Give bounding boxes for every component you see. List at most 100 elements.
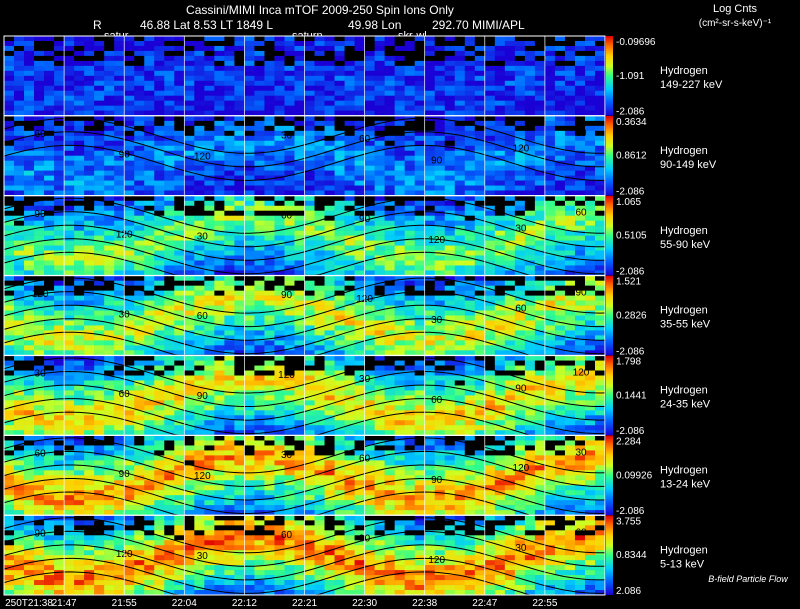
heatmap-cell [434, 430, 446, 436]
heatmap-cell [464, 215, 476, 221]
heatmap-cell [154, 170, 165, 176]
heatmap-cell [364, 390, 375, 396]
heatmap-cell [554, 430, 566, 436]
heatmap-cell [314, 225, 325, 231]
heatmap-cell [594, 195, 606, 202]
heatmap-cell [34, 155, 45, 161]
heatmap-cell [454, 205, 466, 212]
heatmap-cell [504, 260, 516, 266]
heatmap-cell [444, 175, 456, 181]
heatmap-cell [364, 90, 375, 96]
heatmap-cell [364, 115, 375, 122]
heatmap-cell [354, 425, 365, 431]
heatmap-cell [194, 305, 205, 311]
heatmap-cell [554, 70, 566, 77]
heatmap-cell [234, 75, 245, 82]
heatmap-cell [424, 280, 436, 286]
heatmap-cell [274, 55, 285, 62]
heatmap-cell [24, 190, 35, 196]
heatmap-cell [114, 285, 125, 291]
heatmap-cell [524, 305, 536, 311]
heatmap-cell [84, 395, 95, 401]
heatmap-cell [484, 70, 496, 77]
heatmap-cell [464, 325, 476, 331]
heatmap-cell [244, 175, 255, 181]
heatmap-cell [104, 425, 115, 431]
heatmap-cell [434, 170, 446, 176]
heatmap-cell [544, 250, 556, 256]
heatmap-cell [494, 395, 506, 401]
heatmap-cell [574, 45, 586, 52]
heatmap-cell [454, 215, 466, 221]
heatmap-cell [544, 270, 556, 276]
heatmap-cell [144, 235, 155, 241]
heatmap-cell [324, 90, 335, 96]
heatmap-cell [24, 410, 35, 416]
heatmap-cell [394, 140, 405, 147]
heatmap-cell [564, 325, 576, 331]
heatmap-cell [504, 215, 516, 221]
heatmap-cell [394, 265, 405, 271]
heatmap-cell [444, 245, 456, 251]
heatmap-cell [544, 160, 556, 166]
heatmap-cell [204, 165, 215, 171]
heatmap-cell [384, 295, 395, 301]
heatmap-cell [374, 95, 385, 101]
heatmap-cell [84, 245, 95, 251]
heatmap-cell [304, 330, 315, 336]
heatmap-cell [454, 295, 466, 301]
heatmap-cell [134, 40, 145, 47]
heatmap-cell [44, 80, 55, 87]
heatmap-cell [144, 400, 155, 406]
heatmap-cell [594, 225, 606, 231]
heatmap-cell [184, 185, 195, 191]
heatmap-cell [314, 50, 325, 57]
heatmap-cell [304, 170, 315, 176]
heatmap-cell [164, 120, 175, 127]
heatmap-cell [204, 215, 215, 221]
heatmap-cell [524, 235, 536, 241]
heatmap-cell [354, 310, 365, 316]
heatmap-cell [244, 250, 255, 256]
heatmap-cell [64, 215, 75, 221]
heatmap-cell [324, 260, 335, 266]
heatmap-cell [314, 65, 325, 72]
heatmap-cell [514, 85, 526, 92]
heatmap-cell [54, 250, 65, 256]
heatmap-cell [4, 170, 15, 176]
heatmap-cell [584, 125, 596, 132]
heatmap-cell [24, 305, 35, 311]
heatmap-cell [434, 75, 446, 82]
heatmap-cell [54, 270, 65, 276]
heatmap-cell [224, 170, 235, 176]
heatmap-cell [304, 120, 315, 127]
heatmap-cell [274, 340, 285, 346]
heatmap-cell [404, 100, 415, 106]
heatmap-cell [284, 155, 295, 161]
heatmap-cell [4, 60, 15, 67]
heatmap-cell [454, 175, 466, 181]
heatmap-cell [164, 380, 175, 386]
heatmap-cell [554, 85, 566, 92]
heatmap-cell [584, 385, 596, 391]
heatmap-cell [564, 36, 576, 42]
heatmap-cell [274, 185, 285, 191]
heatmap-cell [544, 205, 556, 212]
heatmap-cell [4, 140, 15, 147]
heatmap-cell [534, 75, 546, 82]
heatmap-cell [34, 90, 45, 96]
heatmap-cell [234, 200, 245, 207]
heatmap-cell [334, 230, 345, 236]
heatmap-cell [264, 85, 275, 92]
heatmap-cell [144, 160, 155, 166]
heatmap-cell [444, 380, 456, 386]
heatmap-cell [154, 270, 165, 276]
heatmap-cell [354, 345, 365, 351]
heatmap-cell [44, 285, 55, 291]
heatmap-cell [574, 160, 586, 166]
heatmap-cell [294, 160, 305, 166]
heatmap-cell [324, 375, 335, 381]
heatmap-cell [194, 80, 205, 87]
heatmap-cell [304, 105, 315, 111]
heatmap-cell [554, 365, 566, 371]
